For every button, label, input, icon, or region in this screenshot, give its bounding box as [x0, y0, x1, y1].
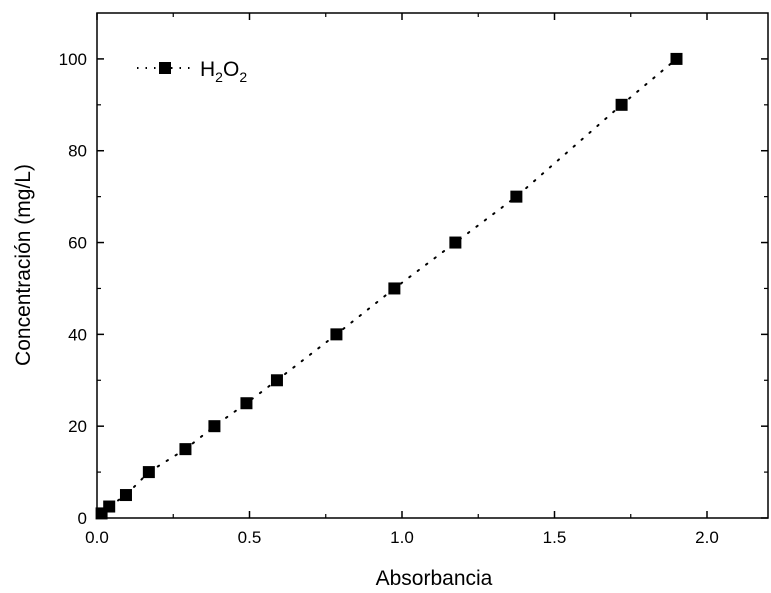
- data-point: [208, 420, 221, 433]
- y-tick-label: 0: [78, 509, 87, 528]
- legend-label: H2O2: [200, 58, 247, 85]
- x-tick-label: 2.0: [695, 528, 719, 547]
- legend-label-subscript: 2: [215, 69, 223, 85]
- data-point: [449, 236, 462, 249]
- legend: H2O2: [137, 58, 247, 85]
- x-tick-label: 0.5: [238, 528, 262, 547]
- legend-label-part: O: [223, 58, 239, 81]
- plot-frame: [96, 12, 769, 519]
- data-point: [270, 374, 283, 387]
- series-line: [100, 57, 678, 515]
- data-point: [179, 443, 192, 456]
- data-point: [119, 489, 132, 502]
- x-axis-title: Absorbancia: [376, 567, 493, 590]
- y-tick-label: 20: [68, 417, 87, 436]
- data-point: [142, 466, 155, 479]
- legend-label-subscript: 2: [239, 69, 247, 85]
- y-tick-label: 60: [68, 234, 87, 253]
- data-point: [510, 190, 523, 203]
- legend-marker: [159, 62, 171, 74]
- y-axis-ticks: 0 20 40 60 80 100: [59, 50, 768, 528]
- y-tick-label: 40: [68, 325, 87, 344]
- x-tick-label: 0.0: [85, 528, 109, 547]
- x-tick-label: 1.5: [543, 528, 567, 547]
- plot-border: [96, 12, 769, 519]
- series-connector-line: [100, 57, 678, 515]
- data-point: [103, 500, 116, 513]
- y-tick-label: 80: [68, 142, 87, 161]
- series-points: [95, 52, 683, 520]
- data-point: [670, 52, 683, 65]
- data-point: [388, 282, 401, 295]
- x-tick-label: 1.0: [390, 528, 414, 547]
- data-point: [95, 507, 108, 520]
- data-point: [240, 397, 253, 410]
- y-axis-title: Concentración (mg/L): [12, 164, 35, 366]
- data-point: [330, 328, 343, 341]
- data-point: [615, 98, 628, 111]
- x-axis-ticks: 0.0 0.5 1.0 1.5 2.0: [85, 13, 719, 547]
- y-tick-label: 100: [59, 50, 87, 69]
- legend-label-part: H: [200, 58, 215, 81]
